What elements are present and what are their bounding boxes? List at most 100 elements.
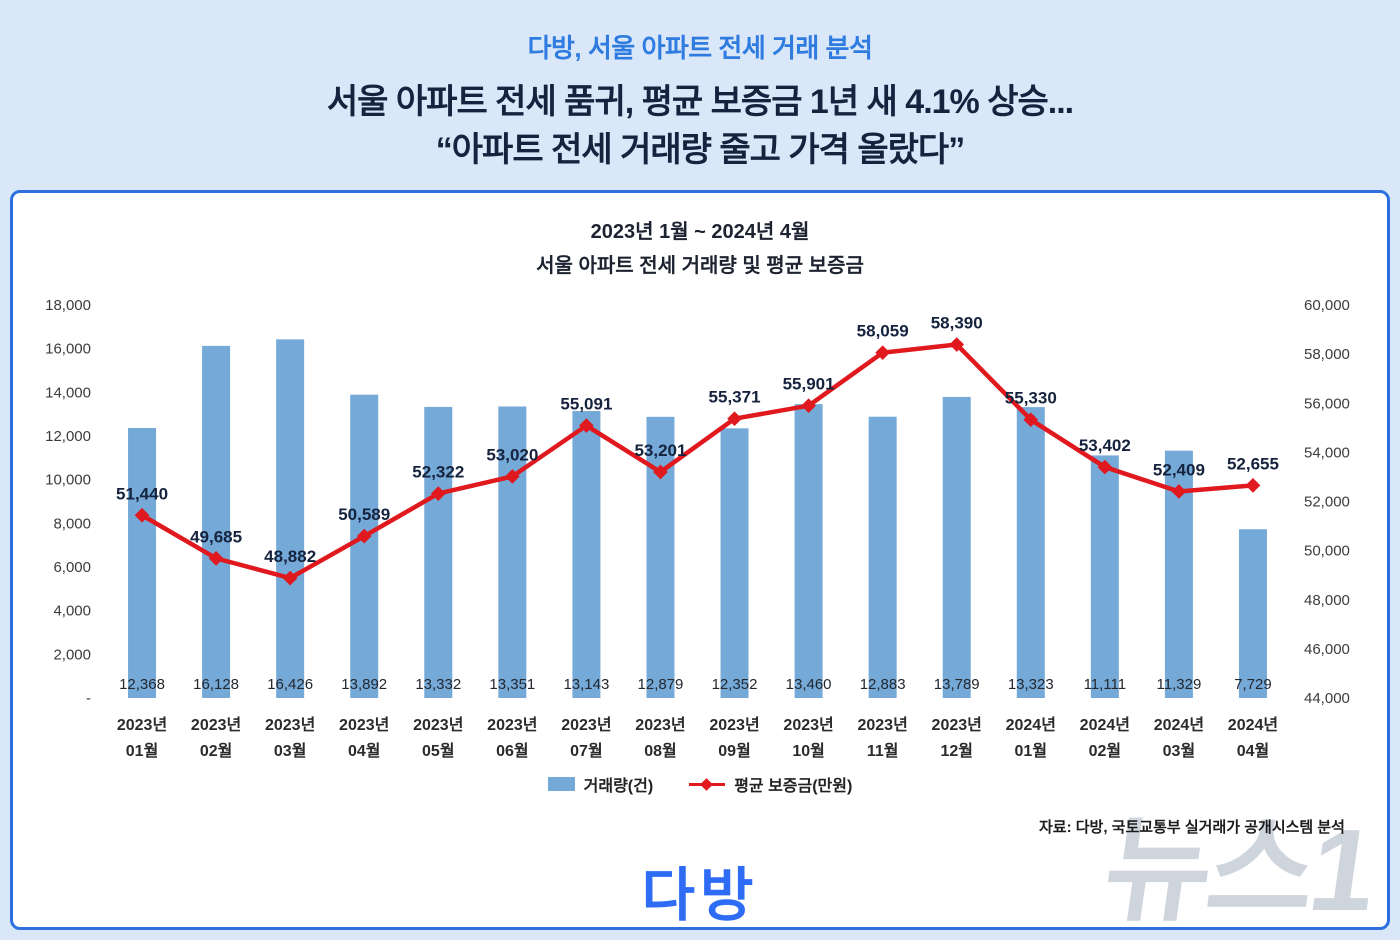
category-label-year: 2023년 — [783, 715, 833, 734]
volume-bar — [794, 404, 823, 699]
legend-volume-label: 거래량(건) — [583, 778, 654, 796]
category-label-month: 01월 — [126, 742, 159, 760]
volume-value-label: 13,143 — [563, 676, 609, 693]
volume-value-label: 12,879 — [638, 676, 684, 693]
volume-bar — [942, 397, 971, 699]
report-header: 다방, 서울 아파트 전세 거래 분석 서울 아파트 전세 품귀, 평균 보증금… — [0, 0, 1400, 174]
combo-chart: - 2,000 4,000 6,000 8,000 10,000 12,000 14,000 1… — [13, 287, 1387, 772]
volume-bar — [202, 346, 231, 699]
category-label-month: 07월 — [570, 742, 603, 760]
volume-value-label: 13,323 — [1008, 676, 1054, 693]
category-label-month: 10월 — [792, 742, 825, 760]
volume-bar — [720, 428, 749, 699]
deposit-marker — [875, 345, 891, 361]
report-headline: 서울 아파트 전세 품귀, 평균 보증금 1년 새 4.1% 상승... “아파… — [0, 79, 1400, 174]
deposit-value-label: 51,440 — [116, 484, 168, 503]
deposit-value-label: 55,901 — [783, 375, 835, 394]
volume-value-label: 7,729 — [1234, 676, 1272, 693]
deposit-value-label: 55,330 — [1005, 389, 1057, 408]
category-label-year: 2024년 — [1080, 715, 1130, 734]
left-axis-tick: 4,000 — [53, 603, 91, 620]
deposit-marker — [430, 486, 446, 502]
deposit-marker — [1245, 478, 1261, 493]
headline-line-1: 서울 아파트 전세 품귀, 평균 보증금 1년 새 4.1% 상승... — [326, 83, 1074, 121]
deposit-value-label: 58,390 — [931, 314, 983, 333]
category-label-month: 09월 — [718, 742, 751, 760]
legend-bar-swatch — [547, 777, 575, 792]
category-label-month: 06월 — [496, 742, 529, 760]
chart-title: 2023년 1월 ~ 2024년 4월 서울 아파트 전세 거래량 및 평균 보… — [13, 215, 1387, 283]
left-axis-tick: - — [86, 690, 91, 707]
left-axis-tick: 14,000 — [45, 385, 91, 402]
category-label-year: 2023년 — [635, 715, 685, 734]
category-label-year: 2023년 — [413, 715, 463, 734]
legend-item-deposit: 평균 보증금(만원) — [689, 772, 852, 796]
right-axis-tick: 46,000 — [1304, 641, 1350, 658]
volume-value-label: 13,332 — [415, 676, 461, 693]
category-label-year: 2024년 — [1154, 715, 1204, 734]
chart-title-period: 2023년 1월 ~ 2024년 4월 — [590, 221, 810, 244]
volume-value-label: 13,460 — [786, 676, 832, 693]
deposit-value-label: 48,882 — [264, 547, 316, 566]
category-label-month: 08월 — [644, 742, 677, 760]
category-label-month: 05월 — [422, 742, 455, 760]
deposit-marker — [579, 418, 594, 434]
volume-value-label: 16,426 — [267, 676, 313, 693]
volume-value-label: 16,128 — [193, 676, 239, 693]
category-label-year: 2023년 — [709, 715, 759, 734]
headline-line-2: “아파트 전세 거래량 줄고 가격 올랐다” — [435, 130, 965, 169]
left-axis-tick: 16,000 — [45, 341, 91, 358]
left-axis-tick: 2,000 — [53, 647, 91, 664]
deposit-line — [139, 342, 1256, 581]
left-axis-tick: 18,000 — [45, 297, 91, 314]
deposit-value-label: 55,091 — [560, 395, 612, 414]
volume-bar — [424, 407, 453, 699]
right-axis-tick: 56,000 — [1304, 395, 1350, 412]
chart-legend: 거래량(건) 평균 보증금(만원) — [13, 772, 1387, 796]
category-label-year: 2023년 — [857, 715, 907, 734]
volume-bar — [276, 339, 305, 699]
data-source-note: 자료: 다방, 국토교통부 실거래가 공개시스템 분석 — [1038, 819, 1345, 837]
volume-bar — [1016, 407, 1045, 699]
volume-value-label: 12,352 — [712, 676, 758, 693]
deposit-value-label: 58,059 — [857, 322, 909, 341]
category-label-year: 2023년 — [487, 715, 537, 734]
chart-title-subject: 서울 아파트 전세 거래량 및 평균 보증금 — [536, 255, 864, 278]
volume-value-label: 13,892 — [341, 676, 387, 693]
volume-bar — [128, 428, 157, 699]
volume-value-label: 13,789 — [934, 676, 980, 693]
deposit-value-label: 52,655 — [1227, 455, 1279, 474]
volume-bar — [498, 406, 527, 699]
category-label-month: 02월 — [1089, 742, 1122, 760]
category-label-year: 2023년 — [932, 715, 982, 734]
category-label-year: 2023년 — [339, 715, 389, 734]
right-axis-tick: 50,000 — [1304, 543, 1350, 560]
left-axis-tick: 12,000 — [45, 428, 91, 445]
deposit-marker — [727, 411, 742, 427]
volume-bar — [1090, 455, 1119, 699]
category-label-month: 12월 — [940, 742, 973, 760]
deposit-value-label: 55,371 — [709, 388, 761, 407]
left-axis-tick: 6,000 — [53, 559, 91, 576]
left-axis-tick: 8,000 — [53, 516, 91, 533]
deposit-value-label: 52,322 — [412, 463, 464, 482]
category-label-month: 03월 — [274, 742, 307, 760]
right-axis-tick: 44,000 — [1304, 690, 1350, 707]
category-label-year: 2024년 — [1006, 715, 1056, 734]
category-label-year: 2024년 — [1228, 715, 1278, 734]
right-axis-tick: 58,000 — [1304, 346, 1350, 363]
report-subtitle: 다방, 서울 아파트 전세 거래 분석 — [527, 33, 873, 63]
volume-value-label: 11,329 — [1157, 676, 1202, 693]
deposit-marker — [801, 398, 816, 414]
category-label-month: 02월 — [200, 742, 233, 760]
right-axis-tick: 52,000 — [1304, 494, 1350, 511]
volume-value-label: 11,111 — [1084, 676, 1127, 693]
volume-bar — [1238, 529, 1267, 699]
category-label-year: 2023년 — [117, 715, 167, 734]
category-label-month: 04월 — [1237, 742, 1270, 760]
deposit-value-label: 49,685 — [190, 528, 242, 547]
legend-item-volume: 거래량(건) — [547, 772, 654, 796]
category-label-month: 03월 — [1163, 742, 1196, 760]
category-label-year: 2023년 — [265, 715, 315, 734]
deposit-value-label: 50,589 — [338, 505, 390, 524]
